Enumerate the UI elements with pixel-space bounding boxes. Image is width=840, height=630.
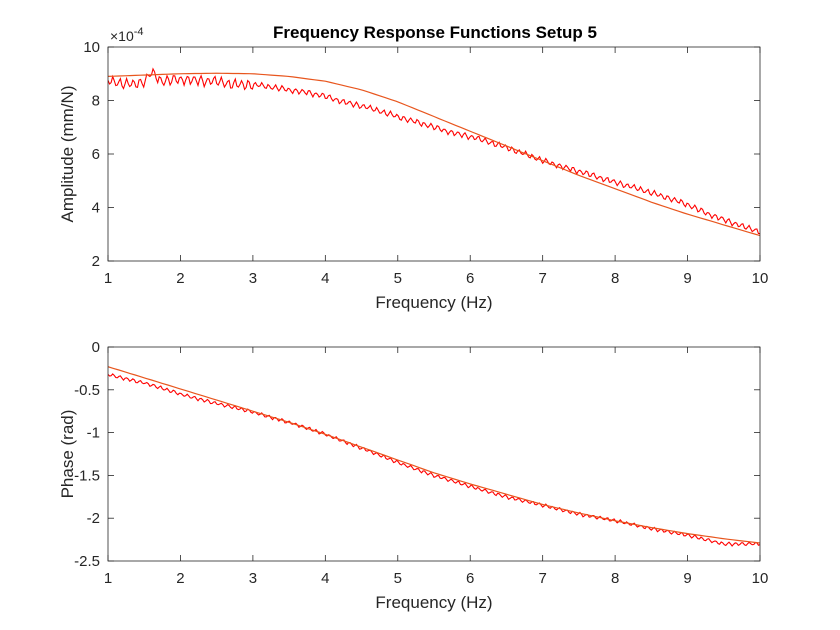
phase-x-tick-label: 9 (683, 570, 691, 587)
phase-x-tick-label: 10 (752, 570, 769, 587)
figure-title: Frequency Response Functions Setup 5 (273, 23, 597, 42)
amplitude-y-tick-label: 8 (92, 93, 100, 110)
amplitude-y-exponent-power: -4 (134, 26, 144, 38)
amplitude-series-measured-line (108, 67, 760, 235)
amplitude-x-tick-label: 7 (538, 270, 546, 287)
amplitude-x-tick-label: 2 (176, 270, 184, 287)
phase-axes-box (107, 346, 761, 562)
phase-y-tick-label: 0 (92, 339, 100, 356)
amplitude-x-tick-label: 10 (752, 270, 769, 287)
phase-plot: 1 2 3 4 5 6 7 8 9 10 0 -0.5 -1 -1.5 -2 -2.5 Frequency (H… (58, 339, 768, 612)
phase-x-tick-label: 5 (394, 570, 402, 587)
phase-y-tick-label: -0.5 (74, 382, 100, 399)
amplitude-axes-box (107, 46, 761, 262)
amplitude-x-tick-label: 6 (466, 270, 474, 287)
amplitude-x-tick-label: 8 (611, 270, 619, 287)
phase-x-tick-label: 6 (466, 570, 474, 587)
amplitude-x-axis-label: Frequency (Hz) (375, 293, 492, 312)
phase-x-tick-label: 1 (104, 570, 112, 587)
phase-x-tick-label: 8 (611, 570, 619, 587)
amplitude-x-tick-label: 9 (683, 270, 691, 287)
phase-y-tick-label: -1 (87, 425, 100, 442)
phase-y-tick-label: -2.5 (74, 553, 100, 570)
phase-x-tick-label: 4 (321, 570, 329, 587)
phase-x-tick-label: 2 (176, 570, 184, 587)
phase-y-tick-label: -2 (87, 510, 100, 527)
amplitude-y-tick-label: 10 (83, 39, 100, 56)
phase-x-tick-label: 3 (249, 570, 257, 587)
amplitude-y-axis-label: Amplitude (mm/N) (58, 86, 77, 223)
phase-x-tick-label: 7 (538, 570, 546, 587)
amplitude-x-tick-label: 3 (249, 270, 257, 287)
amplitude-y-tick-label: 2 (92, 253, 100, 270)
phase-series-measured-line (108, 373, 760, 547)
phase-y-axis-label: Phase (rad) (58, 410, 77, 499)
amplitude-y-tick-label: 4 (92, 200, 100, 217)
phase-x-axis-label: Frequency (Hz) (375, 593, 492, 612)
amplitude-x-tick-label: 4 (321, 270, 329, 287)
phase-series-fit-line (108, 366, 760, 544)
amplitude-y-tick-label: 6 (92, 146, 100, 163)
amplitude-series-fit-line (108, 72, 760, 237)
phase-y-tick-label: -1.5 (74, 467, 100, 484)
amplitude-x-tick-label: 5 (394, 270, 402, 287)
amplitude-y-exponent-label: ×10-4 (110, 26, 144, 44)
amplitude-x-tick-label: 1 (104, 270, 112, 287)
